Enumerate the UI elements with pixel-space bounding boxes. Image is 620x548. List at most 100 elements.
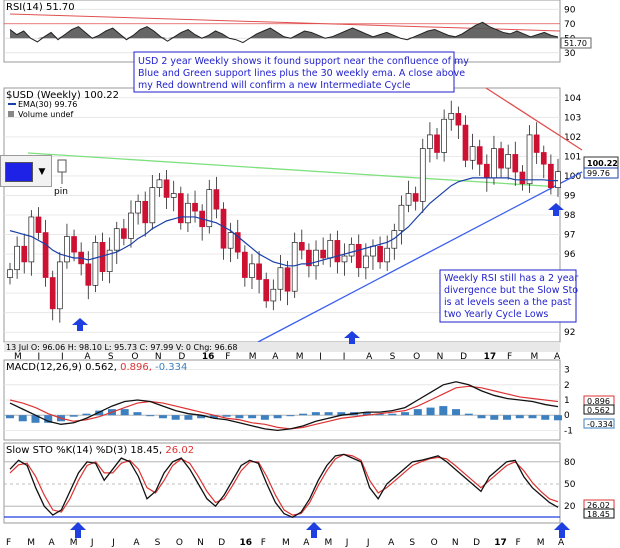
rsi-axis-ticks: 90705030 [564, 5, 576, 59]
price-x-label: F [225, 352, 230, 362]
price-tick-label: 98 [564, 211, 576, 221]
candle-body [306, 249, 312, 267]
annotation-note-1-line-2: Blue and Green support lines plus the 30… [138, 68, 465, 79]
ema-value-label: 99.76 [587, 169, 610, 178]
ema-legend: EMA(30) 99.76 [18, 100, 77, 109]
macd-hist-bar [248, 415, 257, 419]
annotation-note-1-line-1: USD 2 year Weekly shows it found support… [138, 56, 469, 67]
rsi-tick-label: 70 [564, 20, 576, 30]
macd-value-box [583, 404, 615, 415]
candle-body [170, 193, 177, 198]
macd-hist-bar [146, 415, 155, 417]
macd-tick-label: 3 [564, 366, 570, 376]
candle-body [106, 249, 113, 273]
rsi-title: RSI(14) 51.70 [6, 2, 75, 13]
candle-body [334, 240, 341, 263]
macd-hist-bar [286, 415, 295, 417]
blue-support-line [257, 171, 583, 343]
macd-tick-label: 2 [564, 381, 570, 391]
rsi-last-value: 51.70 [564, 39, 587, 48]
color-swatch[interactable] [5, 162, 33, 182]
price-x-label: M [296, 352, 304, 362]
candle-body [348, 243, 355, 257]
macd-hist-bar [337, 412, 346, 416]
sto-title-prefix: Slow STO %K(14) %D(3) 18.45, [6, 445, 162, 456]
candle-body [519, 171, 526, 185]
macd-hist-bar [120, 409, 129, 416]
macd-title-prefix: MACD(12,26,9) 0.562, [6, 362, 117, 373]
annotation-note-1-box [133, 51, 455, 93]
sto-d-label: 26.02 [587, 501, 610, 510]
cycle-low-arrow-3 [548, 203, 564, 216]
macd-hist-bar [311, 412, 320, 416]
sto-x-label: J [345, 538, 349, 548]
macd-hist-bar [171, 415, 180, 420]
macd-tick-label: 1 [564, 396, 570, 406]
sto-axis-ticks: 80 50 20 [564, 458, 576, 512]
macd-value-label: 0.562 [587, 406, 610, 415]
sto-k-line [9, 453, 559, 519]
candle-body [455, 113, 462, 126]
price-x-label: O [413, 352, 420, 362]
macd-hist-bar [184, 415, 193, 420]
candle-body [526, 134, 533, 185]
price-x-label: O [131, 352, 138, 362]
cycle-low-arrow-2 [344, 331, 360, 344]
macd-hist-bar [401, 412, 410, 416]
candle-body [220, 208, 227, 249]
candle-body [341, 255, 348, 263]
macd-hist-bar [197, 415, 206, 419]
candle-body [142, 200, 149, 224]
candle-body [21, 245, 28, 263]
candle-body [113, 228, 120, 251]
sto-x-label: 17 [494, 538, 507, 548]
price-x-label: S [390, 352, 396, 362]
macd-hist-bar [413, 409, 422, 416]
macd-hist-bar [375, 413, 384, 416]
price-x-label: N [155, 352, 162, 362]
price-tick-label: 101 [564, 152, 581, 162]
macd-hist-bar [452, 409, 461, 416]
price-x-label: J [318, 352, 322, 362]
macd-hist-bar [209, 415, 218, 419]
sto-tick-label: 20 [564, 502, 576, 512]
macd-hist-bar [554, 415, 562, 421]
candle-body [405, 193, 412, 206]
candle-body [71, 236, 77, 253]
macd-axis-ticks: 3 2 1 0 -1 [564, 366, 573, 437]
sto-x-label: M [282, 538, 290, 548]
sto-x-label: A [558, 538, 565, 548]
price-x-label: N [437, 352, 444, 362]
pin-button[interactable] [52, 158, 72, 192]
macd-hist-bar [388, 413, 397, 416]
macd-hist-bar [362, 412, 371, 416]
price-tick-label: 104 [564, 94, 581, 104]
candle-body [320, 249, 326, 259]
candle-body [64, 236, 70, 263]
price-x-axis-labels: M J J A S O N D 16 F M A M J J A S O N D 17 F M A [14, 352, 561, 362]
macd-hist-bar [324, 412, 333, 416]
macd-hist-bar [515, 415, 524, 419]
sto-x-label: A [48, 538, 55, 548]
volume-legend-swatch [8, 111, 14, 117]
sto-title-d: 26.02 [165, 445, 194, 456]
sto-x-axis-labels: F M A M J J A S O N D 16 F M A M J J A S O N D 17 F M A [6, 538, 565, 548]
price-x-label: D [460, 352, 467, 362]
candle-body [28, 216, 35, 263]
candle-body [533, 134, 540, 153]
candle-body [498, 148, 504, 169]
price-x-label: M [14, 352, 22, 362]
chevron-down-icon[interactable]: ▼ [38, 167, 46, 177]
price-x-label: M [249, 352, 257, 362]
macd-signal-label: 0.896 [587, 397, 610, 406]
candle-body [505, 154, 512, 169]
price-tick-label: 103 [564, 113, 581, 123]
macd-hist-bar [439, 406, 448, 416]
price-x-label: 16 [202, 352, 215, 362]
price-x-label: F [507, 352, 512, 362]
macd-hist-bar [235, 415, 244, 419]
macd-title-hist: -0.334 [155, 362, 187, 373]
sto-x-label: J [111, 538, 115, 548]
price-x-label: M [531, 352, 539, 362]
